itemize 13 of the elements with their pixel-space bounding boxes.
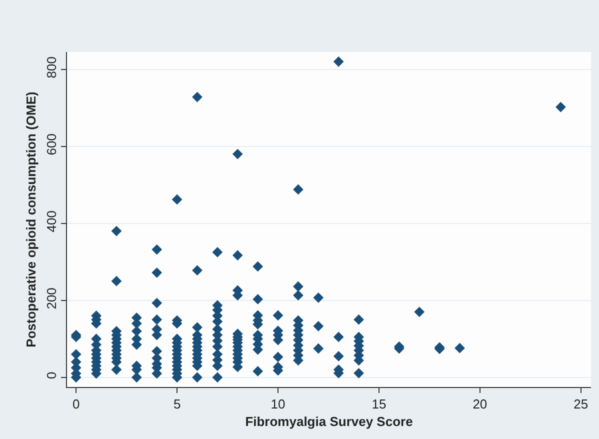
y-tick-label: 800	[44, 56, 59, 78]
x-tick-label: 0	[72, 396, 80, 412]
y-tick-label: 600	[44, 134, 59, 156]
y-axis-title: Postoperative opioid consumption (OME)	[24, 92, 39, 348]
x-tick-label: 25	[574, 396, 588, 412]
x-tick-label: 15	[372, 396, 386, 412]
x-axis-title: Fibromyalgia Survey Score	[245, 414, 413, 430]
y-tick-label: 400	[44, 210, 59, 232]
y-tick-label: 0	[44, 372, 59, 380]
x-tick-label: 20	[472, 396, 488, 412]
x-tick-label: 5	[173, 396, 181, 412]
x-tick-label: 10	[270, 396, 286, 412]
y-tick-label: 200	[44, 288, 59, 310]
